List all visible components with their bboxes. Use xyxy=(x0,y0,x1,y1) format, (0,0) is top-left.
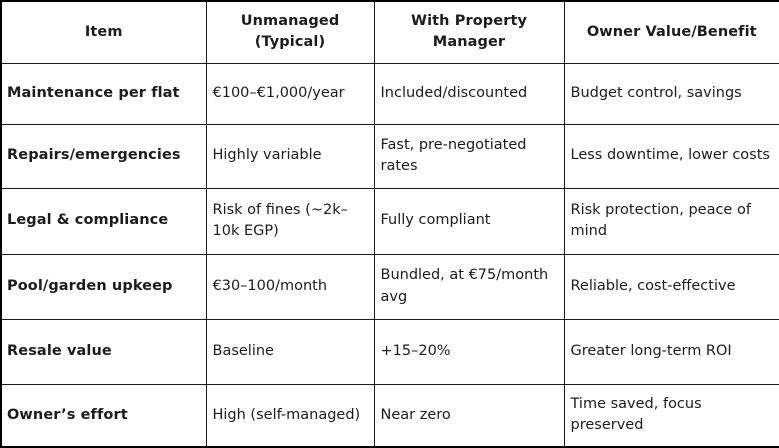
cell-benefit: Less downtime, lower costs xyxy=(563,123,779,189)
cell-benefit: Budget control, savings xyxy=(563,62,779,125)
header-owner-value-benefit: Owner Value/Benefit xyxy=(563,0,779,64)
table-row: Maintenance per flat €100–€1,000/year In… xyxy=(0,62,779,125)
table-header-row: Item Unmanaged (Typical) With Property M… xyxy=(0,0,779,64)
cell-benefit: Greater long-term ROI xyxy=(563,318,779,385)
table-row: Resale value Baseline +15–20% Greater lo… xyxy=(0,318,779,385)
header-with-property-manager: With Property Manager xyxy=(373,0,565,64)
cell-benefit: Risk protection, peace of mind xyxy=(563,187,779,255)
cell-with-manager: +15–20% xyxy=(373,318,565,385)
cell-unmanaged: Risk of fines (~2k–10k EGP) xyxy=(205,187,375,255)
header-unmanaged: Unmanaged (Typical) xyxy=(205,0,375,64)
table-row: Owner’s effort High (self-managed) Near … xyxy=(0,383,779,448)
cell-unmanaged: High (self-managed) xyxy=(205,383,375,448)
cell-with-manager: Fully compliant xyxy=(373,187,565,255)
cell-benefit: Reliable, cost-effective xyxy=(563,253,779,320)
cell-unmanaged: €100–€1,000/year xyxy=(205,62,375,125)
header-item: Item xyxy=(0,0,207,64)
cell-with-manager: Near zero xyxy=(373,383,565,448)
cell-unmanaged: Highly variable xyxy=(205,123,375,189)
cell-with-manager: Fast, pre-negotiated rates xyxy=(373,123,565,189)
cell-item: Maintenance per flat xyxy=(0,62,207,125)
cell-item: Legal & compliance xyxy=(0,187,207,255)
table-row: Legal & compliance Risk of fines (~2k–10… xyxy=(0,187,779,255)
table-row: Pool/garden upkeep €30–100/month Bundled… xyxy=(0,253,779,320)
table-row: Repairs/emergencies Highly variable Fast… xyxy=(0,123,779,189)
cell-with-manager: Bundled, at €75/month avg xyxy=(373,253,565,320)
cell-item: Resale value xyxy=(0,318,207,385)
cell-item: Pool/garden upkeep xyxy=(0,253,207,320)
cell-benefit: Time saved, focus preserved xyxy=(563,383,779,448)
cell-item: Repairs/emergencies xyxy=(0,123,207,189)
cell-unmanaged: €30–100/month xyxy=(205,253,375,320)
cell-with-manager: Included/discounted xyxy=(373,62,565,125)
cell-unmanaged: Baseline xyxy=(205,318,375,385)
cell-item: Owner’s effort xyxy=(0,383,207,448)
